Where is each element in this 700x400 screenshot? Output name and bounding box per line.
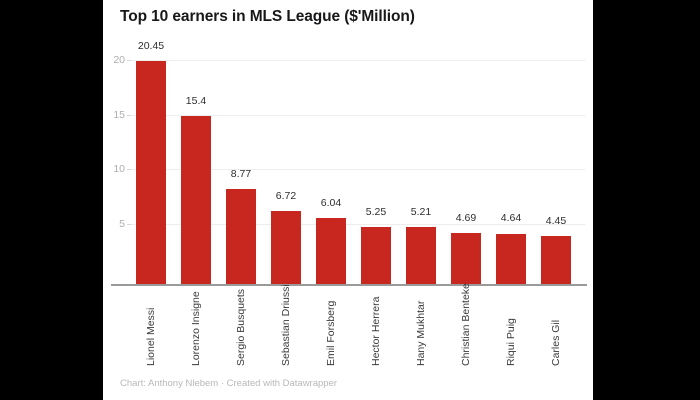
bar-value-label: 6.72 [275,189,297,202]
bar[interactable] [316,218,346,284]
bar[interactable] [271,210,301,284]
x-axis-label: Lorenzo Insigne [190,291,202,366]
bar-value-label: 20.45 [137,40,165,53]
bar[interactable] [181,116,211,284]
x-axis-label: Sebastian Driussi [280,284,292,366]
bar-value-label: 4.64 [500,212,522,225]
chart-card: Top 10 earners in MLS League ($'Million)… [103,0,593,400]
gridline [130,60,585,62]
bar[interactable] [361,226,391,284]
bar-value-label: 5.25 [365,205,387,218]
x-axis-label: Riqui Puig [505,318,517,366]
y-axis-tick-mark [127,114,131,116]
bar[interactable] [226,188,256,284]
x-axis-label: Hector Herrera [370,296,382,366]
bar[interactable] [136,61,166,284]
bar-value-label: 5.21 [410,206,432,219]
bar[interactable] [406,227,436,284]
bar-value-label: 6.04 [320,197,342,210]
bar-value-label: 8.77 [230,167,252,180]
x-axis-label: Christian Benteke [460,283,472,366]
y-axis-tick-label: 15 [113,108,125,121]
plot-area: 5 10 15 20 20.45 15.4 8.77 6.72 6.04 5.25 5.21 4.6… [103,36,593,286]
x-axis-label: Emil Forsberg [325,300,337,366]
chart-title: Top 10 earners in MLS League ($'Million) [120,8,415,25]
x-axis-labels: Lionel Messi Lorenzo Insigne Sergio Busque… [103,283,593,368]
gridline [130,223,585,225]
y-axis-tick-mark [127,60,131,62]
x-axis-label: Sergio Busquets [235,288,247,366]
x-axis-label: Hany Mukhtar [415,300,427,366]
x-axis-label: Carles Gil [550,319,562,366]
y-axis-tick-label: 20 [113,54,125,67]
bar-value-label: 15.4 [185,95,207,108]
axis-baseline [111,284,587,286]
bar-value-label: 4.45 [545,214,567,227]
y-axis-tick-mark [127,223,131,225]
gridline [130,114,585,116]
bar-value-label: 4.69 [455,211,477,224]
y-axis-tick-mark [127,169,131,171]
chart-credit: Chart: Anthony Nlebem · Created with Dat… [120,378,338,389]
y-axis-tick-label: 10 [113,163,125,176]
x-axis-label: Lionel Messi [145,307,157,366]
gridline [130,169,585,171]
y-axis-tick-label: 5 [119,217,125,230]
bar[interactable] [541,235,571,284]
bar[interactable] [451,232,481,284]
bar[interactable] [496,233,526,284]
